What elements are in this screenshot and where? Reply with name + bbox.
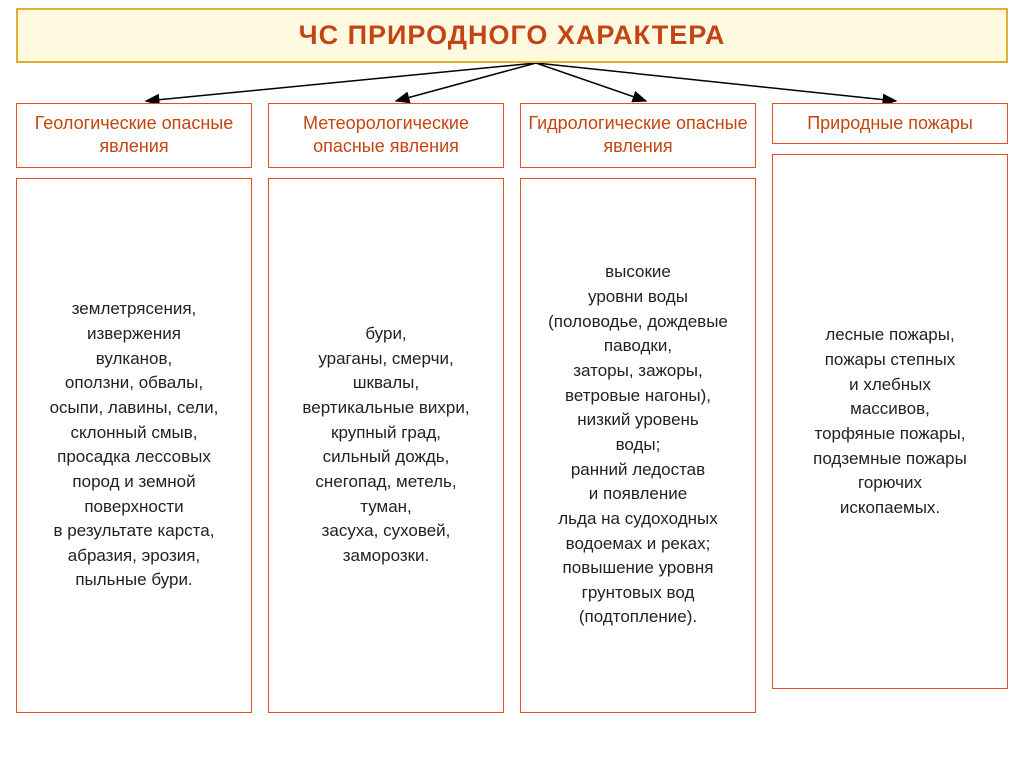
content-text: высокие уровни воды (половодье, дождевые… bbox=[548, 260, 728, 630]
category-box-2: Гидрологические опасные явления bbox=[520, 103, 756, 168]
main-title: ЧС ПРИРОДНОГО ХАРАКТЕРА bbox=[299, 20, 726, 50]
category-label: Геологические опасные явления bbox=[35, 113, 234, 156]
content-box-3: лесные пожары, пожары степных и хлебных … bbox=[772, 154, 1008, 689]
content-box-0: землетрясения, извержения вулканов, опол… bbox=[16, 178, 252, 713]
column-1: Метеорологические опасные явления бури, … bbox=[268, 103, 504, 713]
content-text: бури, ураганы, смерчи, шквалы, вертикаль… bbox=[302, 322, 469, 568]
content-box-1: бури, ураганы, смерчи, шквалы, вертикаль… bbox=[268, 178, 504, 713]
main-title-box: ЧС ПРИРОДНОГО ХАРАКТЕРА bbox=[16, 8, 1008, 63]
arrow-region bbox=[16, 63, 1008, 103]
content-text: лесные пожары, пожары степных и хлебных … bbox=[813, 323, 967, 520]
content-text: землетрясения, извержения вулканов, опол… bbox=[50, 297, 219, 593]
category-label: Природные пожары bbox=[807, 113, 973, 133]
category-label: Гидрологические опасные явления bbox=[528, 113, 747, 156]
category-box-3: Природные пожары bbox=[772, 103, 1008, 144]
columns-container: Геологические опасные явления землетрясе… bbox=[16, 103, 1008, 713]
column-3: Природные пожары лесные пожары, пожары с… bbox=[772, 103, 1008, 713]
category-box-1: Метеорологические опасные явления bbox=[268, 103, 504, 168]
arrows-svg bbox=[16, 63, 1008, 103]
category-label: Метеорологические опасные явления bbox=[303, 113, 469, 156]
column-0: Геологические опасные явления землетрясе… bbox=[16, 103, 252, 713]
content-box-2: высокие уровни воды (половодье, дождевые… bbox=[520, 178, 756, 713]
column-2: Гидрологические опасные явления высокие … bbox=[520, 103, 756, 713]
category-box-0: Геологические опасные явления bbox=[16, 103, 252, 168]
